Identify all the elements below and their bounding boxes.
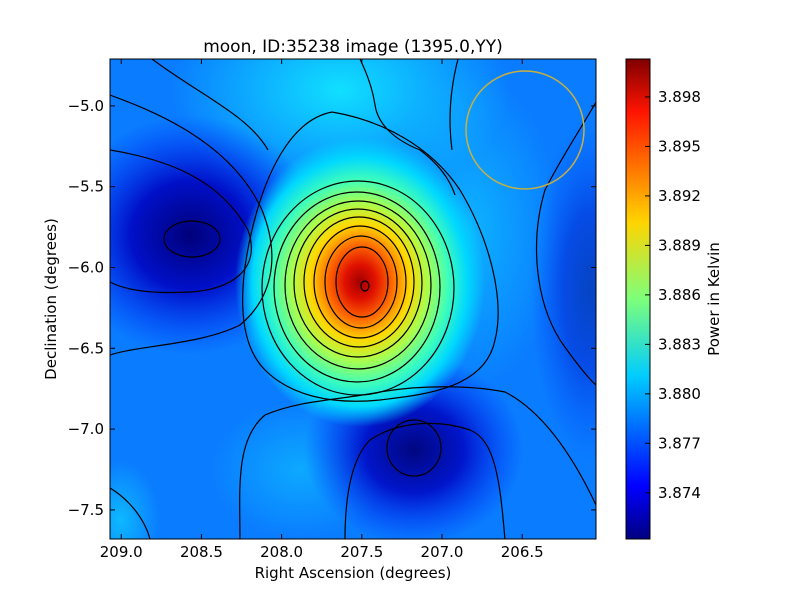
y-tick-label: −5.0 — [68, 97, 104, 115]
y-tick-label: −6.0 — [68, 258, 104, 276]
chart-title: moon, ID:35238 image (1395.0,YY) — [203, 37, 503, 57]
x-tick-label: 209.0 — [100, 543, 143, 561]
plot-frame — [109, 58, 597, 540]
y-tick-label: −5.5 — [68, 178, 104, 196]
x-tick-label: 206.5 — [501, 543, 544, 561]
colorbar-tick-label: 3.898 — [658, 88, 701, 106]
y-tick-label: −6.5 — [68, 339, 104, 357]
x-axis-ticks: 209.0 208.5 208.0 207.5 207.0 206.5 — [100, 59, 544, 561]
colorbar-tick-label: 3.883 — [658, 335, 701, 353]
y-tick-label: −7.0 — [68, 420, 104, 438]
colorbar-label: Power in Kelvin — [705, 242, 723, 356]
x-tick-label: 208.0 — [260, 543, 303, 561]
colorbar — [625, 58, 651, 540]
x-tick-label: 208.5 — [180, 543, 223, 561]
colorbar-tick-label: 3.886 — [658, 286, 701, 304]
x-axis-label: Right Ascension (degrees) — [255, 564, 452, 582]
beam-circle — [465, 70, 585, 190]
x-tick-label: 207.0 — [421, 543, 464, 561]
colorbar-tick-label: 3.880 — [658, 385, 701, 403]
colorbar-ticks: 3.874 3.877 3.880 3.883 3.886 3.889 3.892 3.895… — [645, 88, 701, 502]
colorbar-tick-label: 3.877 — [658, 434, 701, 452]
colorbar-tick-label: 3.895 — [658, 137, 701, 155]
colorbar-tick-label: 3.892 — [658, 187, 701, 205]
x-tick-label: 207.5 — [340, 543, 383, 561]
colorbar-tick-label: 3.874 — [658, 484, 701, 502]
y-axis-label: Declination (degrees) — [42, 218, 60, 380]
heatmap — [110, 59, 596, 539]
colorbar-tick-label: 3.889 — [658, 236, 701, 254]
y-tick-label: −7.5 — [68, 501, 104, 519]
y-axis-ticks: −5.0 −5.5 −6.0 −6.5 −7.0 −7.5 — [68, 97, 596, 519]
contours — [110, 59, 596, 539]
